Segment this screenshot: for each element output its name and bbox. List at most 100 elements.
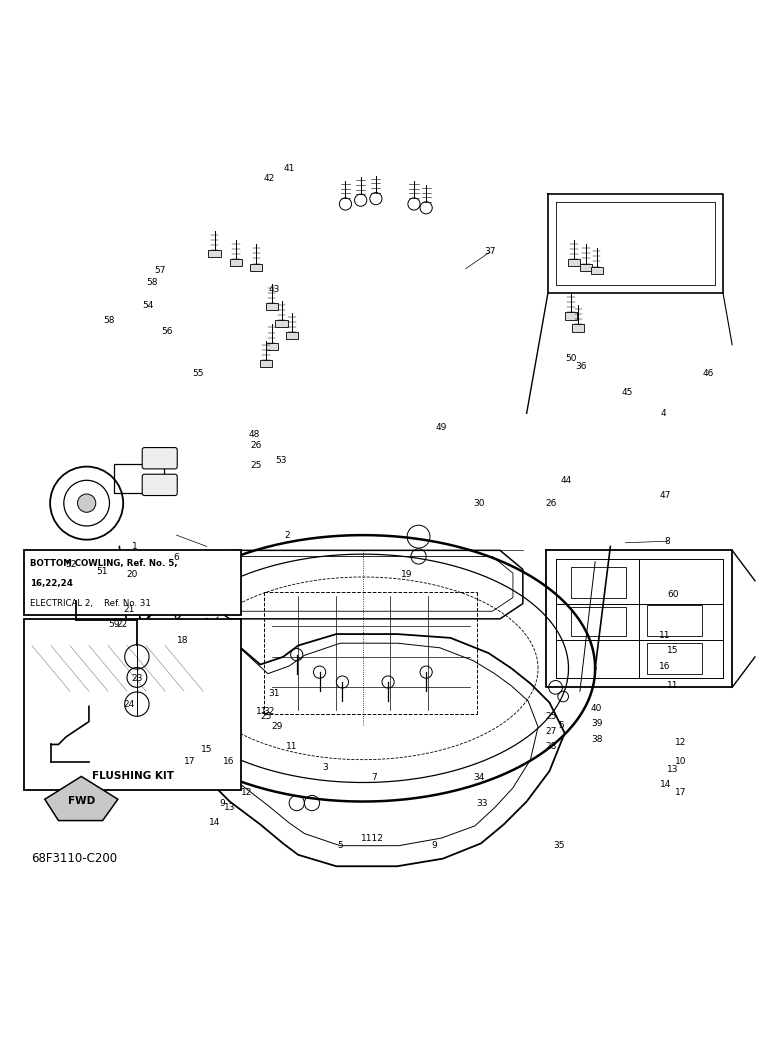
Text: 8: 8 <box>665 537 670 545</box>
Text: 56: 56 <box>161 327 173 335</box>
Text: 1: 1 <box>131 542 138 551</box>
Text: 28: 28 <box>545 743 557 751</box>
Text: 10: 10 <box>675 757 686 766</box>
Text: 25: 25 <box>261 712 272 721</box>
Text: 58: 58 <box>147 277 158 287</box>
Text: 20: 20 <box>127 570 138 579</box>
Text: 39: 39 <box>591 720 603 728</box>
Text: 15: 15 <box>201 745 212 754</box>
Text: 9: 9 <box>431 841 437 850</box>
Bar <box>24 619 241 790</box>
Text: 14: 14 <box>659 781 671 789</box>
Bar <box>276 320 287 327</box>
Text: 51: 51 <box>96 568 108 576</box>
Text: 31: 31 <box>268 689 280 698</box>
Text: 35: 35 <box>553 841 565 850</box>
Text: 30: 30 <box>474 499 485 507</box>
Text: 12: 12 <box>241 788 252 797</box>
FancyBboxPatch shape <box>142 474 177 496</box>
Bar <box>261 360 273 367</box>
Text: 48: 48 <box>248 430 260 439</box>
Text: 41: 41 <box>283 164 295 173</box>
Text: 58: 58 <box>104 315 115 325</box>
Text: 13: 13 <box>224 803 235 812</box>
Text: ELECTRICAL 2,    Ref. No. 31: ELECTRICAL 2, Ref. No. 31 <box>31 599 151 608</box>
Text: 43: 43 <box>268 286 280 294</box>
Text: 22: 22 <box>116 620 128 630</box>
Bar <box>565 312 577 320</box>
Text: 29: 29 <box>271 723 283 731</box>
Text: FWD: FWD <box>68 795 95 806</box>
Circle shape <box>77 494 96 513</box>
Bar <box>647 644 701 674</box>
Text: 11: 11 <box>659 631 671 640</box>
Polygon shape <box>45 776 118 821</box>
Text: 44: 44 <box>561 476 571 485</box>
Text: 52: 52 <box>66 559 77 569</box>
Text: 9: 9 <box>219 799 225 807</box>
Text: 13: 13 <box>667 765 678 774</box>
Bar <box>24 551 241 615</box>
Text: 21: 21 <box>124 606 135 614</box>
Text: 59: 59 <box>108 620 120 630</box>
Bar <box>251 264 263 271</box>
Text: 6: 6 <box>173 554 180 562</box>
Bar <box>209 250 221 257</box>
Text: 18: 18 <box>176 636 188 645</box>
Text: 2: 2 <box>284 531 290 539</box>
Text: 33: 33 <box>477 799 488 807</box>
Bar <box>266 303 277 310</box>
Bar <box>114 464 163 494</box>
Text: 5: 5 <box>337 841 343 850</box>
Text: 24: 24 <box>124 699 135 709</box>
Text: 23: 23 <box>131 674 143 683</box>
Text: 3: 3 <box>322 763 328 772</box>
Text: 16,22,24: 16,22,24 <box>31 579 73 589</box>
Text: 55: 55 <box>192 369 203 379</box>
Text: 68F3110-C200: 68F3110-C200 <box>31 852 117 865</box>
Text: 53: 53 <box>276 456 287 465</box>
Text: 11: 11 <box>256 707 267 716</box>
Text: BOTTOM COWLING, Ref. No. 5,: BOTTOM COWLING, Ref. No. 5, <box>31 559 178 569</box>
Text: 4: 4 <box>661 409 666 418</box>
Text: 54: 54 <box>142 301 154 310</box>
Text: FLUSHING KIT: FLUSHING KIT <box>92 771 173 781</box>
Bar <box>647 606 701 635</box>
Bar <box>580 264 592 271</box>
Text: 27: 27 <box>545 727 557 736</box>
Text: 37: 37 <box>484 248 496 256</box>
Text: 46: 46 <box>702 369 714 379</box>
Text: 25: 25 <box>251 461 262 469</box>
Text: 16: 16 <box>659 661 671 671</box>
Bar <box>571 607 626 635</box>
Text: 17: 17 <box>675 788 686 797</box>
Bar <box>572 324 584 331</box>
Text: 57: 57 <box>154 266 166 274</box>
Text: 47: 47 <box>659 491 671 500</box>
Bar <box>568 258 580 266</box>
Text: 38: 38 <box>591 734 603 744</box>
Text: 15: 15 <box>667 647 678 655</box>
Text: 5: 5 <box>558 721 564 730</box>
Bar <box>591 267 603 274</box>
Text: 7: 7 <box>371 772 377 782</box>
Text: 11: 11 <box>667 682 678 690</box>
Text: 14: 14 <box>209 819 220 827</box>
Text: 60: 60 <box>667 590 678 599</box>
Text: 19: 19 <box>400 570 412 579</box>
Text: 26: 26 <box>251 441 262 449</box>
Text: 12: 12 <box>675 737 686 747</box>
Bar <box>571 568 626 597</box>
Text: 49: 49 <box>435 422 447 431</box>
Text: 45: 45 <box>621 387 633 397</box>
Text: 36: 36 <box>576 362 588 370</box>
Text: 50: 50 <box>565 354 577 363</box>
Text: 16: 16 <box>222 757 234 766</box>
Text: 25: 25 <box>545 712 557 721</box>
Text: 11: 11 <box>286 743 298 751</box>
Bar <box>266 343 277 350</box>
Text: 34: 34 <box>474 772 485 782</box>
Bar <box>286 332 298 340</box>
Text: 40: 40 <box>591 704 602 713</box>
Text: 26: 26 <box>545 499 557 507</box>
